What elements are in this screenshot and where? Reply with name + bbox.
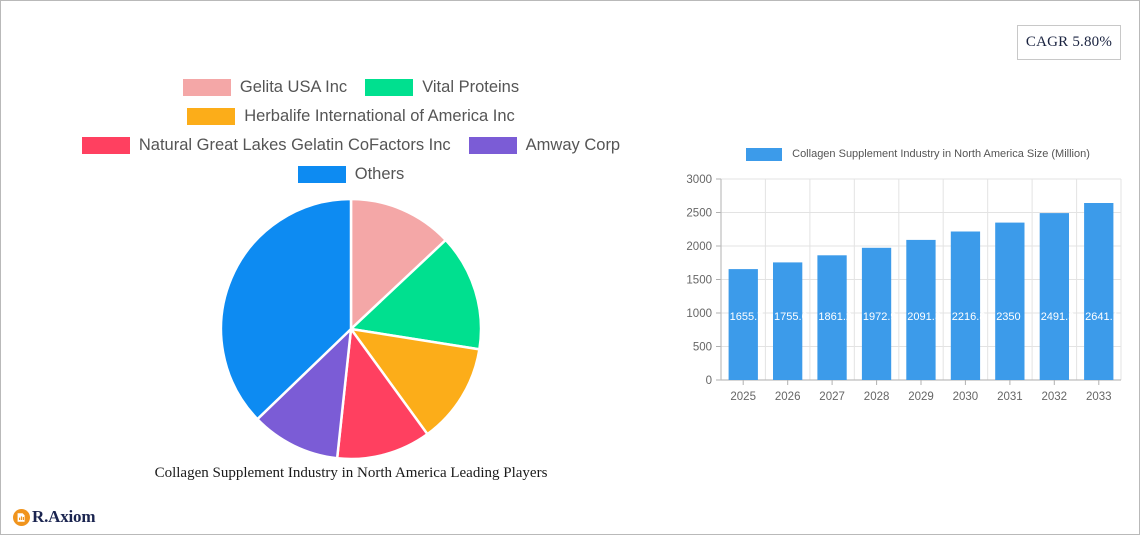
legend-color-swatch [468, 137, 517, 154]
y-axis-tick-label: 2000 [686, 241, 712, 253]
bar[interactable] [950, 231, 981, 381]
legend-item[interactable]: Gelita USA Inc [182, 78, 348, 97]
legend-item-label: Amway Corp [525, 136, 621, 154]
bar-value-label: 2350 [996, 311, 1020, 323]
x-axis-tick-label: 2030 [953, 391, 979, 403]
cagr-badge-label: CAGR 5.80% [1025, 34, 1113, 50]
bar-chart-plot-area: 0 500 1000 1500 2000 2500 3000 1655.7 2025 1755.6… [677, 169, 1129, 414]
bar-value-label: 1972.9 [863, 311, 897, 323]
x-axis-tick-label: 2025 [730, 391, 756, 403]
legend-item-label: Vital Proteins [422, 78, 520, 96]
legend-color-swatch [187, 108, 236, 125]
pie-slice[interactable] [348, 327, 481, 436]
bar[interactable] [1039, 213, 1069, 380]
x-axis-tick-label: 2031 [997, 391, 1023, 403]
pie-chart [221, 199, 481, 459]
pie-chart-title: Collagen Supplement Industry in North Am… [154, 465, 548, 481]
pie-slice[interactable] [255, 325, 353, 459]
bar-value-label: 2216.8 [952, 311, 986, 323]
bar[interactable] [995, 222, 1025, 380]
bar-chart: Collagen Supplement Industry in North Am… [677, 143, 1129, 413]
pie-slice[interactable] [348, 238, 481, 351]
legend-item-label: Natural Great Lakes Gelatin CoFactors In… [138, 136, 451, 154]
x-axis-tick-label: 2033 [1086, 391, 1112, 403]
bar[interactable] [861, 247, 892, 380]
pie-slice[interactable] [335, 325, 430, 459]
legend-color-swatch [365, 79, 414, 96]
bar[interactable] [1084, 203, 1114, 380]
y-axis-tick-label: 1500 [686, 275, 712, 287]
bar-chart-svg: 0 500 1000 1500 2000 2500 3000 1655.7 2025 1755.6… [686, 174, 1122, 403]
legend-row: Herbalife International of America Inc [1, 102, 701, 131]
bar-value-label: 2491.3 [1041, 311, 1075, 323]
bar-value-label: 2641.1 [1085, 311, 1119, 323]
x-axis-tick-label: 2027 [819, 391, 845, 403]
bar[interactable] [906, 239, 936, 380]
x-axis-tick-label: 2032 [1042, 391, 1068, 403]
bar-value-label: 1655.7 [730, 311, 764, 323]
y-axis-tick-label: 3000 [686, 174, 712, 186]
x-axis-tick-label: 2029 [908, 391, 934, 403]
x-axis-tick-label: 2026 [775, 391, 801, 403]
y-axis-tick-label: 2500 [686, 208, 712, 220]
legend-item[interactable]: Herbalife International of America Inc [187, 107, 515, 126]
pie-chart-svg [221, 199, 481, 459]
legend-item[interactable]: Vital Proteins [365, 78, 519, 97]
bar-value-label: 2091.3 [907, 311, 941, 323]
legend-color-swatch [297, 166, 346, 183]
bar[interactable] [773, 262, 803, 380]
pie-slice[interactable] [221, 199, 353, 421]
brand-logo: R.Axiom [13, 507, 95, 527]
y-axis-tick-label: 500 [693, 342, 712, 354]
legend-item-label: Others [354, 165, 405, 183]
legend-item[interactable]: Amway Corp [468, 136, 621, 155]
legend-color-swatch [81, 137, 130, 154]
bar-value-label: 1861.2 [818, 311, 852, 323]
document-chart-icon [13, 508, 30, 526]
legend-row: Gelita USA Inc Vital Proteins [1, 73, 701, 102]
legend-item[interactable]: Others [297, 165, 405, 184]
cagr-badge: CAGR 5.80% [1017, 25, 1121, 60]
legend-color-swatch [182, 79, 231, 96]
bar[interactable] [817, 255, 847, 380]
legend-item-label: Gelita USA Inc [239, 78, 348, 96]
legend-row: Natural Great Lakes Gelatin CoFactors In… [1, 131, 701, 160]
bar-value-label: 1755.6 [774, 311, 808, 323]
bar-legend-label: Collagen Supplement Industry in North Am… [792, 148, 1090, 160]
x-axis-tick-label: 2028 [864, 391, 890, 403]
brand-logo-text: R.Axiom [32, 507, 96, 526]
legend-row: Others [1, 160, 701, 189]
bar-legend-swatch [746, 147, 783, 161]
pie-slice[interactable] [349, 199, 448, 332]
legend-item-label: Herbalife International of America Inc [244, 107, 515, 125]
y-axis-tick-label: 0 [706, 375, 712, 387]
bar[interactable] [728, 269, 758, 380]
bar-chart-legend: Collagen Supplement Industry in North Am… [677, 143, 1129, 165]
legend-item[interactable]: Natural Great Lakes Gelatin CoFactors In… [81, 136, 451, 155]
pie-chart-legend: Gelita USA Inc Vital Proteins Herbalife In… [1, 73, 701, 189]
y-axis-tick-label: 1000 [686, 308, 712, 320]
